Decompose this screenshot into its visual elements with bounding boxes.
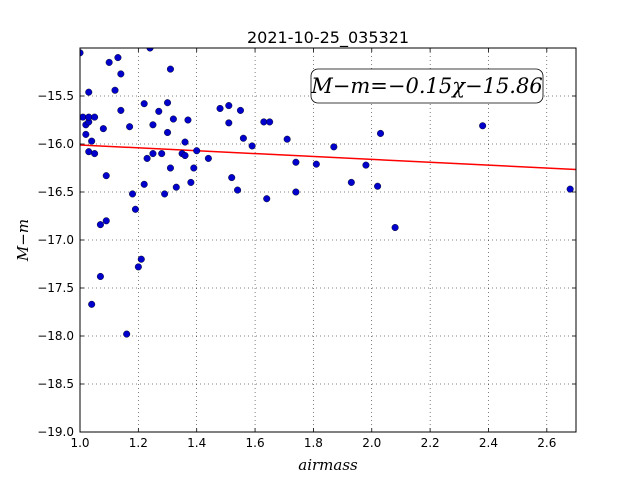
data-point: [155, 107, 163, 115]
data-point: [181, 152, 189, 160]
data-point: [85, 88, 93, 96]
data-point: [123, 330, 131, 338]
data-point: [164, 128, 172, 136]
x-tick-label: 1.8: [304, 436, 323, 450]
data-point: [102, 217, 110, 225]
data-point: [193, 147, 201, 155]
data-point: [111, 86, 119, 94]
x-tick-label: 2.4: [479, 436, 498, 450]
plot-area: 1.0 1.2 1.4 1.6 1.8 2.0 2.2 2.4 2.6 −15.5 −16.0 −16…: [37, 47, 577, 450]
data-point: [82, 130, 90, 138]
data-point: [181, 138, 189, 146]
data-point: [85, 113, 93, 121]
data-point: [225, 102, 233, 110]
data-point: [102, 172, 110, 180]
data-point: [161, 190, 169, 198]
y-tick-label: −18.0: [37, 329, 74, 343]
chart-title: 2021-10-25_035321: [247, 28, 409, 48]
fit-annotation: M−m=−0.15χ−15.86: [310, 68, 544, 104]
data-point: [236, 106, 244, 114]
data-point: [134, 263, 142, 271]
data-point: [88, 300, 96, 308]
annotation-text: M−m=−0.15χ−15.86: [310, 74, 542, 98]
data-point: [91, 150, 99, 158]
y-axis-label: M−m: [14, 219, 32, 262]
data-point: [117, 70, 125, 78]
data-point: [187, 178, 195, 186]
data-point: [149, 121, 157, 129]
data-point: [96, 221, 104, 229]
data-point: [239, 134, 247, 142]
data-point: [96, 272, 104, 280]
data-point: [140, 100, 148, 108]
data-point: [126, 123, 134, 131]
data-point: [117, 106, 125, 114]
data-point: [374, 182, 382, 190]
x-axis-label: airmass: [298, 456, 358, 474]
data-point: [228, 174, 236, 182]
data-point: [172, 183, 180, 191]
data-point: [99, 125, 107, 133]
data-point: [362, 161, 370, 169]
x-tick-label: 1.6: [246, 436, 265, 450]
x-tick-label: 1.2: [129, 436, 148, 450]
data-point: [158, 150, 166, 158]
data-point: [248, 142, 256, 150]
y-tick-label: −17.0: [37, 233, 74, 247]
x-tick-label: 2.0: [362, 436, 381, 450]
data-point: [292, 158, 300, 166]
y-tick-label: −16.5: [37, 185, 74, 199]
data-point: [377, 129, 385, 137]
fit-line: [80, 144, 576, 171]
data-point: [204, 154, 212, 162]
data-point: [164, 99, 172, 107]
data-point: [140, 180, 148, 188]
data-point: [80, 113, 87, 121]
data-point: [88, 137, 96, 145]
data-point: [479, 122, 487, 130]
x-tick-label: 2.6: [537, 436, 556, 450]
data-point: [149, 150, 157, 158]
data-point: [216, 104, 224, 112]
data-point: [184, 116, 192, 124]
data-point: [312, 160, 320, 168]
data-point: [85, 148, 93, 156]
data-point: [283, 135, 291, 143]
data-point: [391, 224, 399, 232]
data-point: [105, 58, 113, 66]
data-point: [91, 113, 99, 121]
data-point: [330, 143, 338, 151]
x-tick-label: 1.0: [70, 436, 89, 450]
data-point: [80, 49, 84, 57]
data-point: [169, 115, 177, 123]
data-point: [190, 164, 198, 172]
data-point: [266, 118, 274, 126]
y-tick-label: −17.5: [37, 281, 74, 295]
data-point: [137, 255, 145, 263]
data-point: [131, 205, 139, 213]
annotation-box: [310, 68, 544, 104]
data-point: [129, 190, 137, 198]
y-tick-label: −16.0: [37, 137, 74, 151]
data-point: [225, 119, 233, 127]
data-point: [347, 178, 355, 186]
y-tick-label: −15.5: [37, 89, 74, 103]
data-point: [166, 164, 174, 172]
data-point: [260, 118, 268, 126]
data-point: [566, 185, 574, 193]
x-tick-label: 1.4: [187, 436, 206, 450]
data-point: [263, 195, 271, 203]
data-point: [234, 186, 242, 194]
data-point: [114, 54, 122, 62]
x-tick-label: 2.2: [421, 436, 440, 450]
data-point: [143, 154, 151, 162]
y-tick-label: −18.5: [37, 377, 74, 391]
y-tick-label: −19.0: [37, 425, 74, 439]
data-point: [292, 188, 300, 196]
data-point: [166, 65, 174, 73]
